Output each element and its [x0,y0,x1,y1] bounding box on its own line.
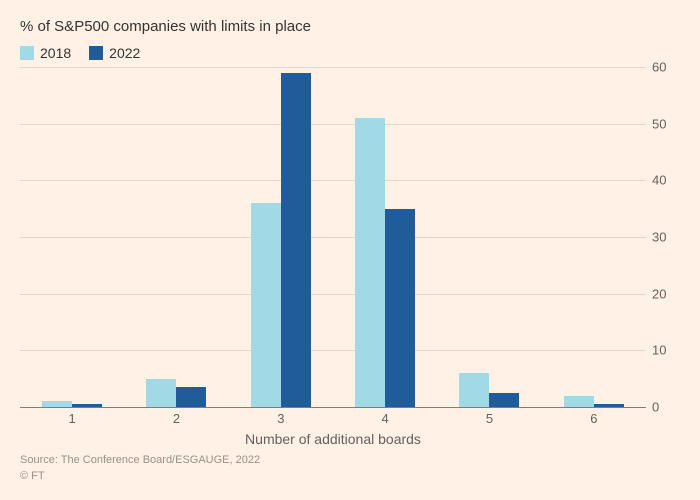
y-tick-label: 20 [652,286,680,301]
y-tick-label: 50 [652,116,680,131]
y-tick-label: 40 [652,173,680,188]
bar-group [20,401,124,407]
y-tick-label: 0 [652,400,680,415]
baseline [20,407,646,408]
chart-subtitle: % of S&P500 companies with limits in pla… [20,18,680,35]
source-text: Source: The Conference Board/ESGAUGE, 20… [20,453,260,484]
x-tick-label: 2 [173,411,180,426]
x-tick-label: 5 [486,411,493,426]
x-tick-label: 1 [69,411,76,426]
bar-group [229,73,333,407]
bar-group [333,118,437,407]
bar-2018 [355,118,385,407]
x-axis-title: Number of additional boards [20,431,646,447]
bar-2018 [146,379,176,407]
gridline [20,67,646,68]
legend-label-2022: 2022 [109,45,140,61]
legend-label-2018: 2018 [40,45,71,61]
legend-item-2018: 2018 [20,45,71,61]
plot-area: 0102030405060123456 [20,67,680,407]
bar-2018 [564,396,594,407]
copyright-line: © FT [20,469,260,484]
bar-2022 [489,393,519,407]
bar-2022 [72,404,102,407]
bar-group [124,379,228,407]
legend-item-2022: 2022 [89,45,140,61]
bar-2022 [281,73,311,407]
source-line: Source: The Conference Board/ESGAUGE, 20… [20,453,260,468]
bar-group [542,396,646,407]
y-tick-label: 10 [652,343,680,358]
y-tick-label: 60 [652,60,680,75]
x-tick-label: 6 [590,411,597,426]
bar-2022 [594,404,624,407]
legend: 2018 2022 [20,45,680,61]
legend-swatch-2018 [20,46,34,60]
bar-group [437,373,541,407]
y-tick-label: 30 [652,230,680,245]
x-tick-label: 3 [277,411,284,426]
bar-2018 [459,373,489,407]
legend-swatch-2022 [89,46,103,60]
x-tick-label: 4 [382,411,389,426]
bar-2022 [176,387,206,407]
bar-2022 [385,209,415,407]
chart-container: % of S&P500 companies with limits in pla… [0,0,700,500]
bar-2018 [251,203,281,407]
bar-2018 [42,401,72,407]
